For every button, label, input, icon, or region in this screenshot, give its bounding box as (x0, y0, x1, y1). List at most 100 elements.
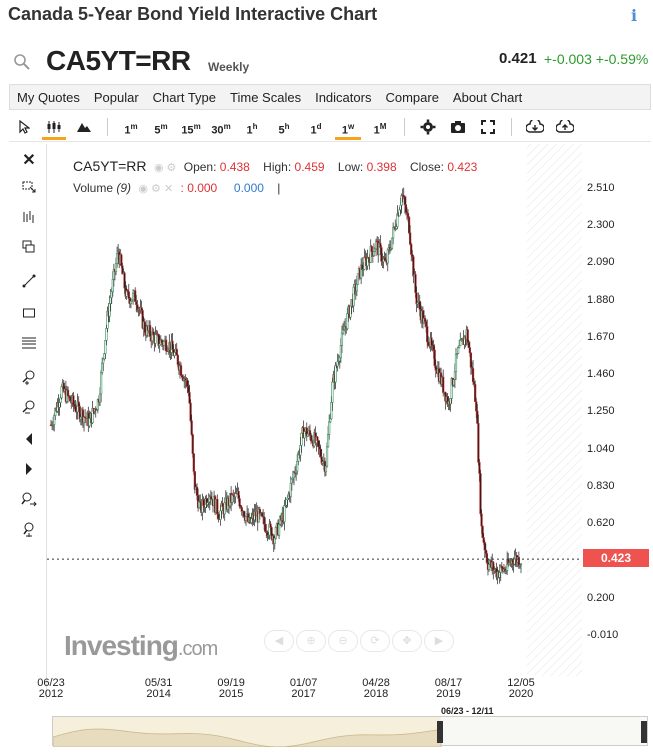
scroll-right-icon[interactable] (19, 462, 39, 482)
rectangle-icon[interactable] (19, 306, 39, 326)
copy-icon[interactable] (19, 240, 39, 260)
symbol-name[interactable]: CA5YT=RR (46, 45, 191, 76)
navigator-strip[interactable] (52, 716, 648, 748)
close-icon[interactable]: ✕ (22, 152, 36, 169)
select-icon[interactable] (19, 180, 39, 200)
trendline-icon[interactable] (19, 274, 39, 294)
zoom-out-icon[interactable] (19, 400, 39, 420)
timescale-5m[interactable]: 5m (154, 121, 168, 137)
nav-left-icon[interactable]: ◀ (264, 630, 294, 652)
title-row: Canada 5-Year Bond Yield Interactive Cha… (8, 0, 648, 28)
candle-body (477, 423, 480, 463)
timescale-1m[interactable]: 1m (124, 121, 138, 137)
chart-area[interactable]: CA5YT=RR ◉ ⚙ Open: 0.438 High: 0.459 Low… (47, 144, 582, 676)
candle-body (98, 393, 102, 403)
menu-chart-type[interactable]: Chart Type (152, 89, 217, 105)
menu-about-chart[interactable]: About Chart (452, 89, 523, 105)
settings-icon[interactable] (413, 113, 443, 141)
candle-body (104, 340, 107, 354)
timescale-5h[interactable]: 5h (278, 121, 290, 137)
navigator-preview (52, 717, 647, 748)
x-tick-label: 01/07 2017 (289, 677, 318, 700)
candle-body (162, 341, 166, 346)
candle-body (175, 348, 178, 356)
candle-body (264, 523, 267, 532)
candle-body (467, 342, 470, 348)
candle-body (339, 345, 342, 359)
timescale-1h[interactable]: 1h (246, 121, 258, 137)
y-tick-label: 2.090 (587, 256, 615, 269)
search-icon[interactable] (12, 52, 34, 72)
candle-body (519, 563, 523, 566)
menu-popular[interactable]: Popular (93, 89, 139, 105)
menu-compare[interactable]: Compare (385, 89, 439, 105)
upload-icon[interactable] (550, 113, 580, 141)
zoom-in-icon[interactable] (19, 370, 39, 390)
chart-toolbar: 1m 5m 15m 30m 1h 5h 1d 1w 1M (9, 112, 651, 142)
candlestick-icon[interactable] (39, 113, 69, 141)
price-change: +-0.003 +-0.59% (544, 51, 648, 67)
candle-body (336, 361, 339, 367)
scroll-left-icon[interactable] (19, 432, 39, 452)
candle-body (363, 256, 366, 270)
timescale-30m[interactable]: 30m (211, 121, 231, 137)
candle-body (59, 397, 62, 403)
candle-body (325, 446, 329, 467)
menu-time-scales[interactable]: Time Scales (230, 89, 302, 105)
reset-icon[interactable] (19, 522, 39, 542)
candle-body (479, 473, 482, 515)
camera-icon[interactable] (443, 113, 473, 141)
volume-visibility-icon[interactable]: ◉ ⚙ ✕ (138, 183, 174, 195)
candle-body (398, 209, 401, 217)
navigator-range-label: 06/23 - 12/11 (441, 706, 494, 716)
menu-indicators[interactable]: Indicators (315, 89, 372, 105)
candle-body (411, 254, 414, 257)
download-icon[interactable] (520, 113, 550, 141)
candle-body (370, 246, 373, 252)
navigator-right-handle[interactable] (641, 721, 647, 743)
candle-body (480, 513, 483, 527)
mountain-icon[interactable] (69, 113, 99, 141)
candle-body (149, 325, 152, 337)
candle-body (269, 523, 272, 528)
candle-body (223, 502, 226, 515)
visibility-icon[interactable]: ◉ ⚙ (153, 162, 177, 174)
fibonacci-icon[interactable] (19, 336, 39, 356)
nav-zoom-in-icon[interactable]: ⊕ (296, 630, 326, 652)
last-price-tag: 0.423 (583, 549, 649, 567)
timescale-15m[interactable]: 15m (181, 121, 201, 137)
pan-icon[interactable] (19, 492, 39, 512)
ohlc-legend: CA5YT=RR ◉ ⚙ Open: 0.438 High: 0.459 Low… (73, 158, 477, 174)
nav-reset-icon[interactable]: ⟳ (360, 630, 390, 652)
candle-body (114, 262, 118, 272)
menu-my-quotes[interactable]: My Quotes (17, 89, 80, 105)
candle-body (334, 365, 337, 383)
nav-right-icon[interactable]: ▶ (424, 630, 454, 652)
candle-body (517, 557, 520, 567)
y-tick-label: 0.620 (587, 517, 615, 530)
navigator-left-handle[interactable] (437, 721, 443, 743)
indicators-icon[interactable] (19, 210, 39, 230)
candle-body (263, 516, 266, 525)
candle-body (123, 272, 126, 289)
cursor-icon[interactable] (9, 113, 39, 141)
nav-pan-icon[interactable]: ✥ (392, 630, 422, 652)
candle-body (72, 395, 75, 405)
candle-body (60, 386, 63, 399)
candle-body (143, 321, 146, 333)
candle-body (485, 553, 488, 563)
candle-body (273, 537, 276, 544)
timescale-1M[interactable]: 1M (373, 121, 387, 137)
info-icon[interactable]: i (630, 6, 638, 25)
timescale-1d[interactable]: 1d (310, 121, 322, 137)
price-chart[interactable] (47, 144, 582, 676)
volume-period: (9) (116, 181, 132, 195)
fullscreen-icon[interactable] (473, 113, 503, 141)
candle-body (102, 358, 105, 364)
candle-body (454, 354, 458, 373)
candle-body (372, 251, 376, 256)
timescale-1w[interactable]: 1w (332, 113, 364, 141)
x-tick-label: 08/17 2019 (434, 677, 463, 700)
candle-body (108, 303, 111, 317)
nav-zoom-out-icon[interactable]: ⊖ (328, 630, 358, 652)
